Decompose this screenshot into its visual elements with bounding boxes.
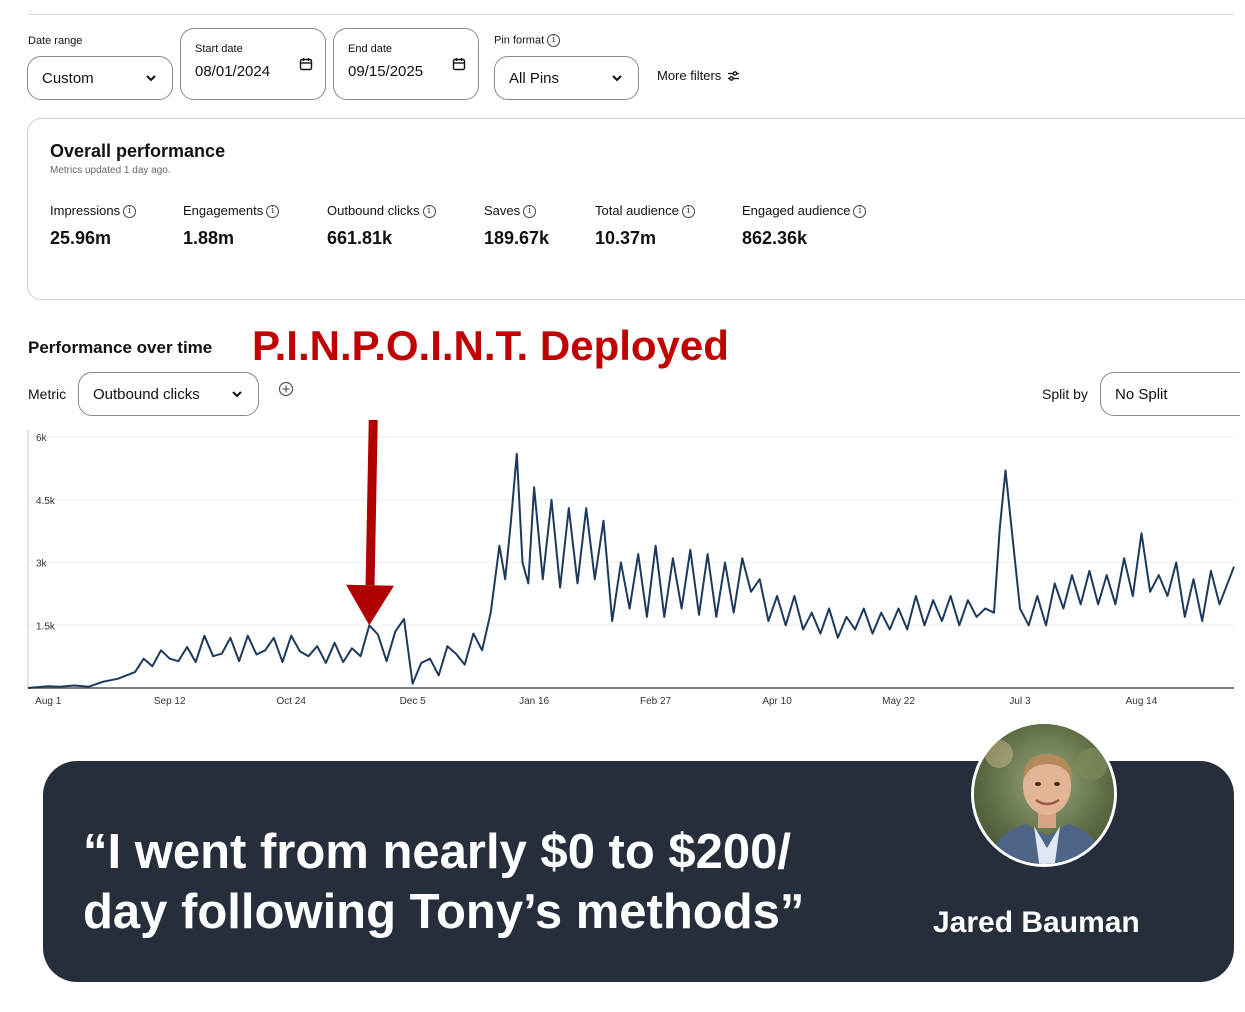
calendar-icon[interactable] bbox=[452, 57, 466, 71]
pin-format-label-row: Pin format i bbox=[494, 34, 561, 47]
avatar-photo bbox=[974, 724, 1114, 864]
x-tick-label: Feb 27 bbox=[640, 696, 672, 707]
info-icon[interactable]: i bbox=[266, 205, 280, 219]
metric-label: Saves i bbox=[484, 203, 549, 219]
metric-label-text: Saves bbox=[484, 203, 521, 218]
testimonial-quote-line-2: day following Tony’s methods” bbox=[83, 885, 805, 939]
metric-impressions: Impressions i 25.96m bbox=[50, 203, 137, 249]
x-tick-label: Dec 5 bbox=[400, 696, 427, 707]
chevron-down-icon bbox=[146, 75, 156, 82]
metric-value: 661.81k bbox=[327, 228, 393, 249]
metric-label-text: Engagements bbox=[183, 203, 264, 218]
info-icon[interactable]: i bbox=[547, 34, 561, 47]
metric-engagements: Engagements i 1.88m bbox=[183, 203, 280, 249]
annotation-headline: P.I.N.P.O.I.N.T. Deployed bbox=[252, 322, 729, 369]
add-metric-icon[interactable] bbox=[278, 381, 294, 397]
metric-select[interactable]: Outbound clicks bbox=[78, 372, 259, 416]
x-tick-label: Jul 3 bbox=[1009, 696, 1031, 707]
metric-label: Total audience i bbox=[595, 203, 695, 219]
x-tick-label: Sep 12 bbox=[154, 696, 186, 707]
metric-label-text: Total audience bbox=[595, 203, 679, 218]
metric-label: Impressions i bbox=[50, 203, 137, 219]
annotation-arrow-head bbox=[346, 584, 395, 626]
testimonial-quote-line-1: “I went from nearly $0 to $200/ bbox=[83, 825, 792, 879]
top-divider bbox=[28, 14, 1234, 15]
y-tick-label: 6k bbox=[36, 433, 48, 444]
metric-saves: Saves i 189.67k bbox=[484, 203, 549, 249]
metric-label-text: Outbound clicks bbox=[327, 203, 420, 218]
split-by-label: Split by bbox=[1042, 386, 1088, 402]
metric-value: Outbound clicks bbox=[93, 385, 200, 403]
metric-label: Engaged audience i bbox=[742, 203, 867, 219]
metric-label: Engagements i bbox=[183, 203, 280, 219]
metric-label: Outbound clicks i bbox=[327, 203, 436, 219]
overall-performance-title: Overall performance bbox=[50, 141, 226, 161]
more-filters-button[interactable]: More filters bbox=[657, 68, 740, 83]
calendar-icon[interactable] bbox=[299, 57, 313, 71]
metric-value: 25.96m bbox=[50, 228, 112, 249]
info-icon[interactable]: i bbox=[422, 205, 436, 219]
info-icon[interactable]: i bbox=[523, 205, 537, 219]
metric-value: 1.88m bbox=[183, 228, 235, 249]
metric-value: 189.67k bbox=[484, 228, 550, 249]
performance-over-time-title: Performance over time bbox=[28, 338, 213, 357]
annotation-arrow-shaft bbox=[365, 420, 378, 586]
chevron-down-icon bbox=[612, 75, 622, 82]
start-date-field[interactable]: Start date 08/01/2024 bbox=[180, 28, 326, 100]
split-by-select[interactable]: No Split bbox=[1100, 372, 1240, 416]
metric-total-audience: Total audience i 10.37m bbox=[595, 203, 695, 249]
series-line bbox=[27, 452, 1235, 689]
x-tick-label: Apr 10 bbox=[762, 696, 792, 707]
chevron-down-icon bbox=[232, 391, 242, 398]
info-icon[interactable]: i bbox=[123, 205, 137, 219]
metric-label-text: Engaged audience bbox=[742, 203, 851, 218]
overall-performance-card bbox=[27, 118, 1245, 300]
more-filters-label: More filters bbox=[657, 68, 722, 83]
pin-format-select[interactable]: All Pins bbox=[494, 56, 639, 100]
y-tick-label: 1.5k bbox=[36, 621, 56, 632]
x-tick-label: Aug 1 bbox=[35, 696, 62, 707]
end-date-field[interactable]: End date 09/15/2025 bbox=[333, 28, 479, 100]
metric-label: Metric bbox=[28, 386, 67, 402]
avatar bbox=[971, 721, 1117, 867]
end-date-label: End date bbox=[348, 43, 393, 55]
x-tick-label: May 22 bbox=[882, 696, 915, 707]
y-tick-label: 3k bbox=[36, 559, 48, 570]
metric-engaged-audience: Engaged audience i 862.36k bbox=[742, 203, 867, 249]
x-tick-label: Jan 16 bbox=[519, 696, 549, 707]
date-range-value: Custom bbox=[42, 69, 94, 87]
date-range-label: Date range bbox=[28, 35, 83, 47]
metrics-updated-text: Metrics updated 1 day ago. bbox=[50, 165, 171, 176]
metric-label-text: Impressions bbox=[50, 203, 121, 218]
metric-value: 10.37m bbox=[595, 228, 657, 249]
info-icon[interactable]: i bbox=[853, 205, 867, 219]
date-range-select[interactable]: Custom bbox=[27, 56, 173, 100]
testimonial-name: Jared Bauman bbox=[933, 906, 1140, 939]
x-tick-label: Oct 24 bbox=[276, 696, 306, 707]
sliders-icon bbox=[728, 70, 740, 81]
y-tick-label: 4.5k bbox=[36, 496, 56, 507]
metric-value: 862.36k bbox=[742, 228, 808, 249]
pin-format-label: Pin format bbox=[494, 34, 545, 47]
start-date-label: Start date bbox=[195, 43, 243, 55]
outbound-clicks-chart: 1.5k 3k 4.5k 6k Aug 1 Sep 12 Oct 24 Dec 5 Jan 16… bbox=[27, 420, 1235, 707]
split-by-value: No Split bbox=[1115, 385, 1168, 403]
metric-outbound-clicks: Outbound clicks i 661.81k bbox=[327, 203, 436, 249]
start-date-value: 08/01/2024 bbox=[195, 63, 271, 80]
x-tick-label: Aug 14 bbox=[1126, 696, 1158, 707]
end-date-value: 09/15/2025 bbox=[348, 63, 424, 80]
info-icon[interactable]: i bbox=[681, 205, 695, 219]
pin-format-value: All Pins bbox=[509, 69, 560, 87]
